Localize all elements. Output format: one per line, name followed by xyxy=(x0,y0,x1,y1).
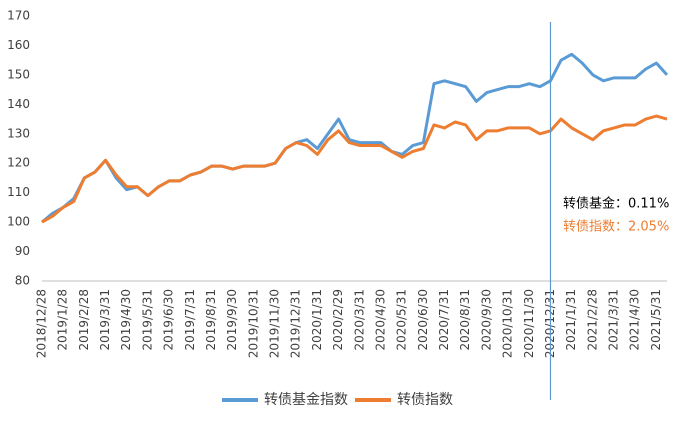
x-tick-label: 2021/4/30 xyxy=(628,289,642,351)
x-tick-label: 2020/5/31 xyxy=(395,289,409,351)
y-tick-label: 100 xyxy=(7,215,30,229)
x-tick-label: 2019/2/28 xyxy=(77,289,91,351)
x-tick-label: 2020/10/31 xyxy=(501,289,515,358)
x-tick-label: 2020/11/30 xyxy=(522,289,536,358)
x-tick-label: 2019/1/28 xyxy=(56,289,70,351)
y-tick-label: 90 xyxy=(15,244,30,258)
y-tick-label: 140 xyxy=(7,97,30,111)
annotation: 转债基金：0.11% xyxy=(563,196,669,212)
x-tick-label: 2019/11/30 xyxy=(268,289,282,358)
y-tick-label: 160 xyxy=(7,38,30,52)
x-tick-label: 2020/3/31 xyxy=(352,289,366,351)
legend-label: 转债基金指数 xyxy=(264,391,348,408)
x-tick-label: 2019/6/30 xyxy=(162,289,176,351)
x-tick-label: 2019/5/31 xyxy=(140,289,154,351)
x-tick-label: 2020/2/29 xyxy=(331,289,345,351)
y-tick-label: 170 xyxy=(7,9,30,23)
y-tick-label: 130 xyxy=(7,126,30,140)
x-tick-label: 2018/12/28 xyxy=(35,289,49,358)
x-tick-label: 2019/8/31 xyxy=(204,289,218,351)
x-tick-label: 2019/12/31 xyxy=(289,289,303,358)
annotation: 转债指数：2.05% xyxy=(563,220,669,235)
x-tick-label: 2021/2/28 xyxy=(585,289,599,351)
x-tick-label: 2020/9/30 xyxy=(479,289,493,351)
legend-label: 转债指数 xyxy=(397,392,453,408)
x-tick-label: 2020/1/31 xyxy=(310,289,324,351)
x-tick-label: 2021/5/31 xyxy=(649,289,663,351)
x-tick-label: 2019/9/30 xyxy=(225,289,239,351)
x-tick-label: 2020/6/30 xyxy=(416,289,430,351)
y-tick-label: 120 xyxy=(7,156,30,170)
x-tick-label: 2021/1/31 xyxy=(564,289,578,351)
x-tick-label: 2020/8/31 xyxy=(458,289,472,351)
y-tick-label: 110 xyxy=(7,185,30,199)
x-tick-label: 2019/10/31 xyxy=(246,289,260,358)
y-tick-label: 150 xyxy=(7,67,30,81)
line xyxy=(41,114,668,224)
x-tick-label: 2020/7/31 xyxy=(437,289,451,351)
x-tick-label: 2019/7/31 xyxy=(183,289,197,351)
y-tick-label: 80 xyxy=(15,274,30,288)
x-tick-label: 2020/4/30 xyxy=(373,289,387,351)
x-tick-label: 2019/3/31 xyxy=(98,289,112,351)
x-tick-label: 2021/3/31 xyxy=(607,289,621,351)
x-tick-label: 2019/4/30 xyxy=(119,289,133,351)
